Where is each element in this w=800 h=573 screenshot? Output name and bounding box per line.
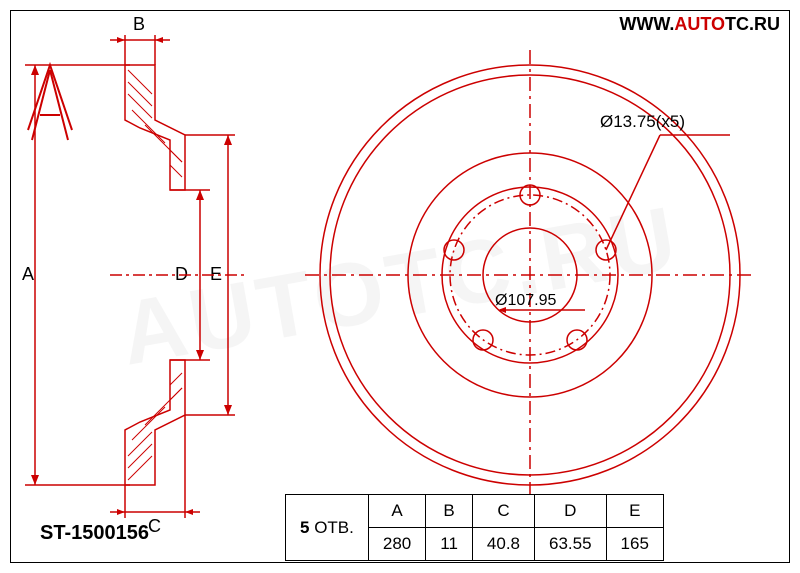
- url-tc: TC: [725, 14, 749, 34]
- url-auto: AUTO: [674, 14, 725, 34]
- dim-label-b: B: [133, 14, 145, 34]
- value-c: 40.8: [472, 528, 534, 561]
- value-d: 63.55: [535, 528, 607, 561]
- brand-logo: [22, 60, 78, 150]
- hole-count: 5: [300, 518, 309, 537]
- value-b: 11: [426, 528, 473, 561]
- hole-count-cell: 5 ОТВ.: [286, 495, 369, 561]
- dimension-table: 5 ОТВ. A B C D E 280 11 40.8 63.55 165: [285, 494, 664, 561]
- header-c: C: [472, 495, 534, 528]
- source-url: WWW.AUTOTC.RU: [619, 14, 780, 35]
- header-d: D: [535, 495, 607, 528]
- technical-drawing: A B: [10, 10, 790, 563]
- header-a: A: [368, 495, 425, 528]
- url-ru: .RU: [749, 14, 780, 34]
- header-e: E: [606, 495, 663, 528]
- value-a: 280: [368, 528, 425, 561]
- dim-label-a: A: [22, 264, 34, 284]
- table-header-row: 5 ОТВ. A B C D E: [286, 495, 664, 528]
- value-e: 165: [606, 528, 663, 561]
- dim-label-c: C: [148, 516, 161, 536]
- front-view: Ø13.75(x5) Ø107.95: [305, 50, 755, 500]
- url-www: WWW.: [619, 14, 674, 34]
- hole-text: ОТВ.: [314, 518, 354, 537]
- bolt-hole-label: Ø13.75(x5): [600, 112, 685, 131]
- diagram-area: A B: [10, 10, 790, 563]
- dim-label-e: E: [210, 264, 222, 284]
- header-b: B: [426, 495, 473, 528]
- part-number: ST-1500156: [40, 522, 149, 545]
- dim-label-d: D: [175, 264, 188, 284]
- center-bore-label: Ø107.95: [495, 292, 556, 309]
